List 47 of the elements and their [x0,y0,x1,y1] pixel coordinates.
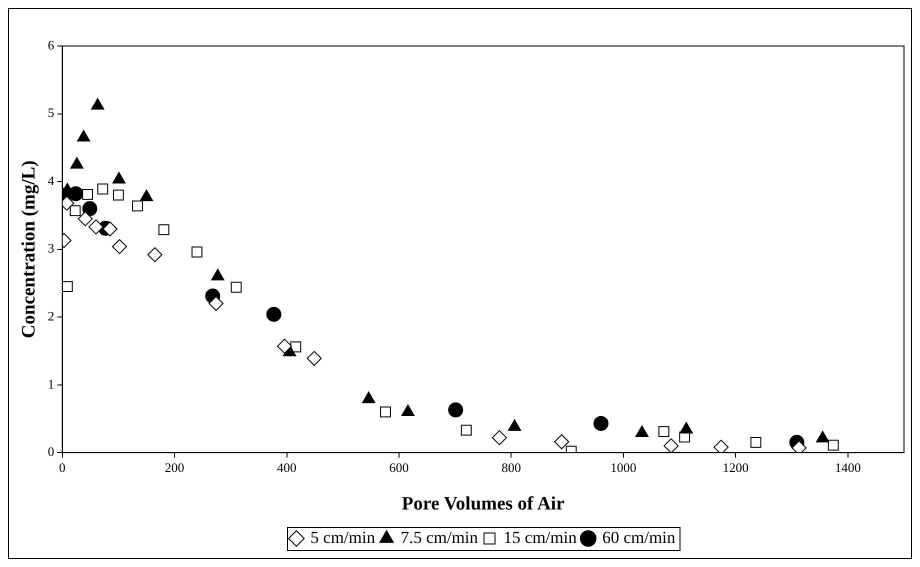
point [362,392,376,404]
point [208,296,224,312]
y-tick-label: 3 [48,240,54,256]
x-tick-label: 0 [59,460,66,475]
point [158,224,170,236]
point [88,219,104,234]
y-tick-label: 2 [48,308,54,324]
point [70,205,81,216]
point [192,246,202,258]
legend-label: 7.5 cm/min [400,528,479,547]
y-axis-title: Concentration (mg/L) [18,160,40,338]
point [828,440,839,451]
x-tick-label: 1400 [834,460,861,475]
point [102,221,118,236]
point [658,426,670,438]
legend-label: 15 cm/min [504,528,578,547]
y-tick-label: 0 [48,444,54,460]
point [750,436,762,448]
legend-label: 60 cm/min [602,528,676,547]
point [448,402,464,418]
point [680,422,693,434]
point [792,440,807,453]
y-tick-label: 6 [48,37,55,52]
point [82,201,98,216]
point [230,282,242,293]
x-tick-label: 600 [389,460,409,475]
y-tick-label: 4 [48,172,55,188]
x-tick-label: 400 [277,460,297,475]
point [460,424,472,436]
x-axis-title: Pore Volumes of Air [402,494,566,515]
x-tick-label: 200 [164,460,184,475]
point [593,416,608,431]
point [380,406,391,418]
point [82,188,93,200]
y-tick-label: 5 [48,105,54,120]
point [132,200,143,212]
x-tick-label: 800 [501,460,521,475]
x-tick-label: 1000 [610,460,636,475]
x-tick-label: 1200 [722,460,749,475]
y-tick-label: 1 [48,376,54,392]
point [266,306,282,322]
point [554,434,570,450]
point [62,281,73,292]
legend-label: 5 cm/min [310,528,376,547]
point [112,239,128,254]
point [112,190,124,201]
point [97,184,108,194]
